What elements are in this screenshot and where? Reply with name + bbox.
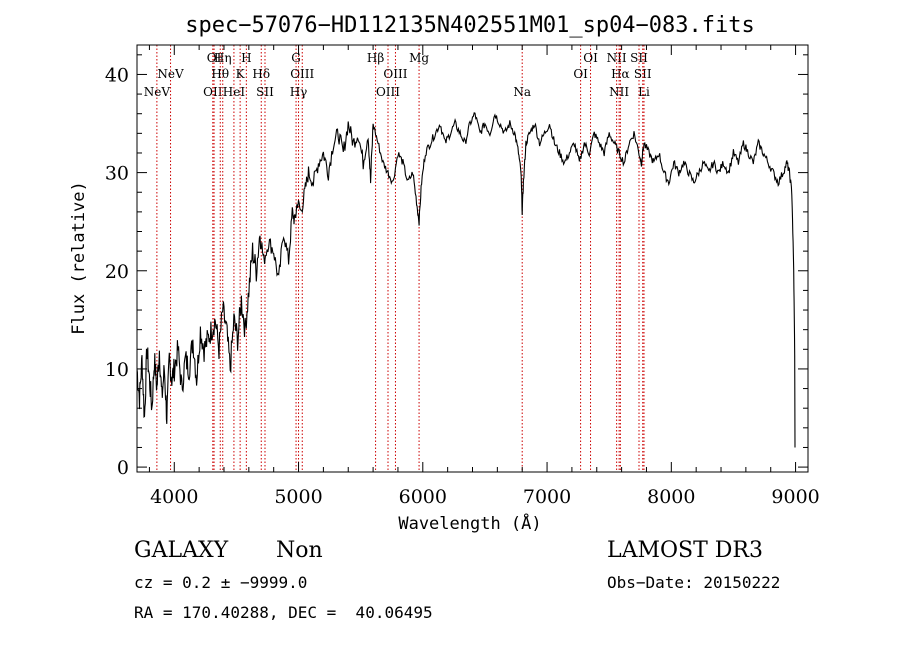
- spectral-line-label: NII: [607, 51, 627, 65]
- axes: 4000 5000 6000 7000 8000 9000 0 10 20 30 40: [105, 44, 820, 508]
- y-tick-label: 40: [105, 64, 129, 86]
- chart-title: spec−57076−HD112135N402551M01_sp04−083.f…: [185, 13, 755, 38]
- obs-date: Obs−Date: 20150222: [607, 573, 781, 592]
- y-tick-label: 10: [105, 359, 129, 381]
- spectral-line-label: OIII: [383, 67, 407, 81]
- plot-frame: [136, 44, 809, 473]
- x-tick-label: 7000: [523, 486, 571, 508]
- y-tick-label: 30: [105, 163, 129, 185]
- spectral-line-label: NeV: [157, 67, 184, 81]
- spectral-line-label: SII: [256, 85, 274, 99]
- spectral-line-label: Mg: [409, 51, 429, 65]
- spectral-line-label: Hθ: [211, 67, 229, 81]
- x-tick-label: 9000: [771, 486, 819, 508]
- y-tick-label: 20: [105, 261, 129, 283]
- spectral-line-label: OI: [207, 51, 222, 65]
- survey-name: LAMOST DR3: [607, 538, 763, 563]
- spectrum-series-line: [136, 112, 796, 448]
- spectral-line-label: Li: [638, 85, 650, 99]
- spectral-line-label: NeV: [144, 85, 171, 99]
- spectral-line-label: Hα: [611, 67, 630, 81]
- spectral-line-label: Hβ: [367, 51, 384, 65]
- y-tick-label: 0: [117, 457, 129, 479]
- x-tick-label: 8000: [647, 486, 695, 508]
- x-tick-label: 5000: [274, 486, 322, 508]
- spectral-line-label: K: [236, 67, 246, 81]
- spectral-line-label: Na: [513, 85, 531, 99]
- spectral-line-label: HeI: [223, 85, 246, 99]
- object-class: GALAXY: [134, 538, 229, 563]
- spectral-line-label: OI: [583, 51, 598, 65]
- spectral-line-label: H: [241, 51, 251, 65]
- spectral-line-label: SII: [630, 51, 648, 65]
- spectral-line-label: SII: [634, 67, 652, 81]
- spectral-line-label: OII: [203, 85, 223, 99]
- spectral-line-label: Hη: [214, 51, 232, 65]
- redshift-readout: cz = 0.2 ± −9999.0: [134, 573, 308, 592]
- y-axis-label: Flux (relative): [69, 181, 89, 335]
- spectral-line-label: G: [291, 51, 301, 65]
- spectral-line-label: NII: [609, 85, 629, 99]
- coordinates-readout: RA = 170.40288, DEC = 40.06495: [134, 603, 433, 622]
- spectral-line-label: OIII: [290, 67, 314, 81]
- spectral-line-markers: NeVNeVOIIOIHηHθHeIKHHδSIIGOIIIHγHβOIIIOI…: [144, 45, 652, 472]
- spectral-line-label: OI: [573, 67, 588, 81]
- object-subclass: Non: [276, 538, 323, 563]
- x-tick-label: 6000: [399, 486, 447, 508]
- spectral-line-label: Hγ: [290, 85, 308, 99]
- spectral-line-label: Hδ: [252, 67, 270, 81]
- x-axis-label: Wavelength (Å): [398, 512, 541, 534]
- spectral-line-label: OIII: [376, 85, 400, 99]
- x-tick-label: 4000: [150, 486, 198, 508]
